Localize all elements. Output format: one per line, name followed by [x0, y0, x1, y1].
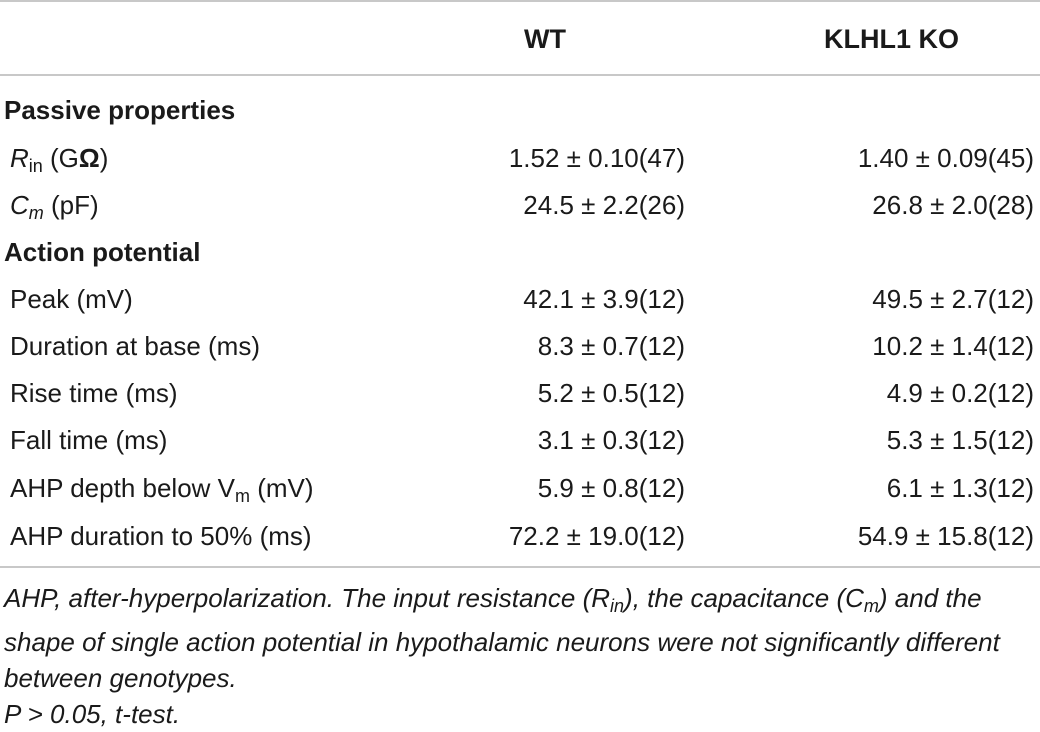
cell-ko: 5.3 ± 1.5(12) [886, 425, 1034, 455]
cell-wt: 72.2 ± 19.0(12) [508, 521, 685, 551]
column-header-wt: WT [524, 24, 566, 54]
cell-ko: 26.8 ± 2.0(28) [872, 190, 1034, 220]
row-label: AHP depth below Vm (mV) [10, 473, 314, 506]
row-label: Fall time (ms) [10, 425, 168, 455]
table-row: AHP duration to 50% (ms) 72.2 ± 19.0(12)… [0, 513, 1040, 559]
cell-ko: 49.5 ± 2.7(12) [872, 284, 1034, 314]
section-title: Passive properties [4, 95, 236, 125]
table-row: Rin (GΩ) 1.52 ± 0.10(47) 1.40 ± 0.09(45) [0, 135, 1040, 181]
table-row: Peak (mV) 42.1 ± 3.9(12) 49.5 ± 2.7(12) [0, 276, 1040, 322]
section-row-passive: Passive properties [0, 87, 1040, 133]
section-title: Action potential [4, 237, 201, 267]
cell-ko: 1.40 ± 0.09(45) [857, 143, 1034, 173]
cell-wt: 8.3 ± 0.7(12) [537, 331, 685, 361]
header-rule [0, 74, 1040, 76]
table-footnote: AHP, after-hyperpolarization. The input … [4, 580, 1036, 732]
cell-wt: 5.9 ± 0.8(12) [537, 473, 685, 503]
footnote-statistics: P > 0.05, t-test. [4, 699, 181, 729]
cell-wt: 5.2 ± 0.5(12) [537, 378, 685, 408]
table-row: Duration at base (ms) 8.3 ± 0.7(12) 10.2… [0, 323, 1040, 369]
cell-wt: 42.1 ± 3.9(12) [523, 284, 685, 314]
table-top-rule [0, 0, 1040, 2]
row-label: Cm (pF) [10, 190, 99, 223]
cell-wt: 1.52 ± 0.10(47) [508, 143, 685, 173]
section-row-action-potential: Action potential [0, 229, 1040, 275]
cell-wt: 3.1 ± 0.3(12) [537, 425, 685, 455]
cell-ko: 6.1 ± 1.3(12) [886, 473, 1034, 503]
row-label: Rin (GΩ) [10, 143, 109, 176]
row-label: AHP duration to 50% (ms) [10, 521, 312, 551]
cell-wt: 24.5 ± 2.2(26) [523, 190, 685, 220]
table-row: Rise time (ms) 5.2 ± 0.5(12) 4.9 ± 0.2(1… [0, 370, 1040, 416]
column-header-ko: KLHL1 KO [824, 24, 959, 54]
table-row: Fall time (ms) 3.1 ± 0.3(12) 5.3 ± 1.5(1… [0, 417, 1040, 463]
table-row: Cm (pF) 24.5 ± 2.2(26) 26.8 ± 2.0(28) [0, 182, 1040, 228]
footnote-description: AHP, after-hyperpolarization. The input … [4, 583, 1000, 693]
row-label: Peak (mV) [10, 284, 133, 314]
cell-ko: 4.9 ± 0.2(12) [886, 378, 1034, 408]
cell-ko: 54.9 ± 15.8(12) [857, 521, 1034, 551]
cell-ko: 10.2 ± 1.4(12) [872, 331, 1034, 361]
row-label: Rise time (ms) [10, 378, 178, 408]
table-bottom-rule [0, 566, 1040, 568]
row-label: Duration at base (ms) [10, 331, 260, 361]
table-row: AHP depth below Vm (mV) 5.9 ± 0.8(12) 6.… [0, 465, 1040, 511]
